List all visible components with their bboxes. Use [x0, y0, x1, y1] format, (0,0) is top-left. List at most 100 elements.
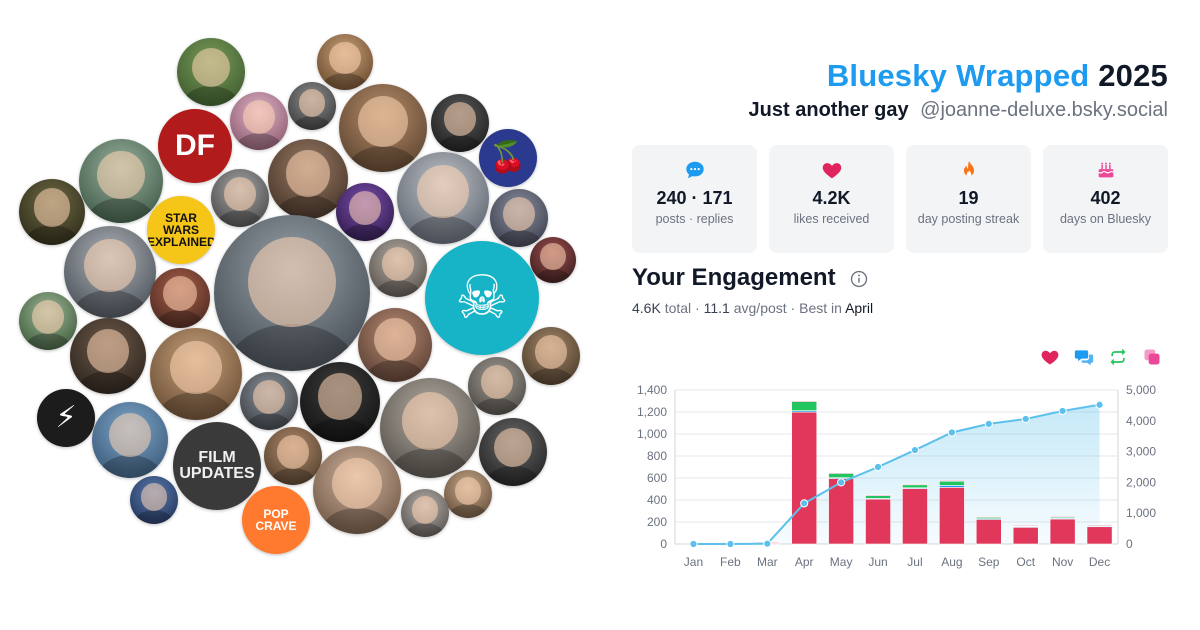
avatar-torso — [484, 465, 542, 486]
avatar-face — [285, 150, 331, 197]
stat-label-streak: day posting streak — [917, 212, 1020, 226]
account-avatar[interactable] — [70, 318, 146, 394]
account-avatar[interactable] — [177, 38, 245, 106]
reposts-legend-icon[interactable] — [1108, 347, 1128, 367]
account-avatar[interactable] — [150, 328, 242, 420]
avatar-torso — [340, 223, 390, 241]
account-avatar[interactable] — [317, 34, 373, 90]
account-avatar[interactable]: ⚡ — [37, 389, 95, 447]
account-avatar[interactable] — [211, 169, 269, 227]
account-avatar[interactable]: 🍒 — [479, 129, 537, 187]
avatar-face — [242, 100, 276, 134]
avatar-torso — [373, 279, 423, 297]
avatar-face — [381, 247, 415, 281]
x-tick-label: Mar — [757, 555, 778, 569]
account-avatar[interactable] — [300, 362, 380, 442]
replies-legend-icon[interactable] — [1074, 347, 1094, 367]
account-avatar[interactable] — [530, 237, 576, 283]
info-icon[interactable] — [850, 270, 868, 288]
y-tick-label: 600 — [647, 471, 667, 485]
cumulative-point — [910, 445, 920, 455]
avatar-glyph: ☠ — [455, 264, 509, 331]
account-avatar[interactable]: ☠ — [425, 241, 539, 355]
account-avatar[interactable] — [522, 327, 580, 385]
cumulative-point — [726, 539, 735, 549]
account-avatar[interactable] — [397, 152, 489, 244]
bar-likes — [1049, 518, 1076, 545]
bar-quotes — [865, 494, 891, 496]
app-year: 2025 — [1098, 58, 1168, 93]
account-avatar[interactable] — [490, 189, 548, 247]
bar-likes — [939, 487, 965, 545]
account-avatar[interactable] — [479, 418, 547, 486]
avatar-torso — [526, 367, 576, 385]
bar-likes — [1012, 526, 1039, 545]
avatar-logo-text: STAR WARS EXPLAINED — [147, 211, 215, 249]
stat-label-days: days on Bluesky — [1059, 212, 1152, 226]
account-avatar[interactable] — [380, 378, 480, 478]
bar-quotes — [828, 472, 854, 474]
account-avatar[interactable] — [92, 402, 168, 478]
account-avatar[interactable] — [313, 446, 401, 534]
account-avatar[interactable] — [19, 179, 85, 245]
stat-value-posts: 240 · 171 — [656, 188, 733, 208]
y2-tick-label: 0 — [1126, 537, 1133, 551]
account-avatar[interactable] — [214, 215, 370, 371]
account-logo-avatar[interactable]: FILM UPDATES — [173, 422, 261, 510]
avatar-torso — [71, 290, 149, 318]
engagement-title: Your Engagement — [632, 264, 836, 291]
avatar-face — [170, 340, 222, 395]
x-tick-label: Jan — [684, 555, 703, 569]
x-tick-label: Feb — [720, 555, 741, 569]
account-avatar[interactable] — [130, 476, 178, 524]
account-avatar[interactable] — [431, 94, 489, 152]
avatar-torso — [244, 412, 294, 430]
account-logo-avatar[interactable]: POP CRAVE — [242, 486, 310, 554]
y-tick-label: 1,200 — [637, 405, 667, 419]
stat-value-days: 402 — [1090, 188, 1121, 208]
stat-card-posts: 240 · 171 posts · replies — [632, 145, 757, 253]
avatar-face — [454, 476, 482, 505]
avatar-torso — [85, 197, 157, 223]
likes-legend-icon[interactable] — [1040, 347, 1060, 367]
x-tick-label: Nov — [1052, 555, 1073, 569]
account-avatar[interactable] — [264, 427, 322, 485]
account-avatar[interactable] — [230, 92, 288, 150]
account-avatar[interactable] — [401, 489, 449, 537]
account-avatar[interactable] — [444, 470, 492, 518]
avatar-face — [276, 435, 310, 469]
y-tick-label: 400 — [647, 493, 667, 507]
avatar-torso — [435, 134, 485, 152]
avatar-face — [223, 177, 257, 211]
account-avatar[interactable] — [369, 239, 427, 297]
cumulative-point — [1095, 400, 1104, 409]
account-avatar[interactable] — [268, 139, 348, 219]
account-avatar[interactable] — [288, 82, 336, 130]
header: Bluesky Wrapped 2025 Just another gay @j… — [749, 58, 1168, 124]
flame-icon — [963, 160, 974, 177]
account-avatar[interactable] — [358, 308, 432, 382]
stat-label-posts: posts · replies — [655, 212, 734, 226]
account-avatar[interactable] — [240, 372, 298, 430]
chart-legend — [1040, 347, 1168, 367]
avatar-torso — [533, 269, 573, 283]
account-avatar[interactable] — [468, 357, 526, 415]
account-avatar[interactable] — [79, 139, 163, 223]
account-avatar[interactable] — [64, 226, 156, 318]
account-avatar[interactable] — [150, 268, 210, 328]
avatar-logo-text: DF — [175, 129, 215, 162]
account-avatar[interactable] — [19, 292, 77, 350]
account-logo-avatar[interactable]: STAR WARS EXPLAINED — [147, 196, 215, 264]
account-avatar[interactable] — [339, 84, 427, 172]
avatar-torso — [494, 229, 544, 247]
avatar-torso — [404, 216, 482, 244]
bar-quotes — [902, 483, 928, 486]
x-tick-label: Aug — [941, 555, 962, 569]
avatar-face — [348, 191, 382, 225]
account-avatar[interactable] — [336, 183, 394, 241]
avatar-face — [97, 150, 145, 200]
stats-row: 240 · 171 posts · replies 4.2K likes rec… — [632, 145, 1168, 253]
bar-likes — [902, 488, 928, 545]
account-logo-avatar[interactable]: DF — [158, 109, 232, 183]
quotes-legend-icon[interactable] — [1142, 347, 1162, 367]
